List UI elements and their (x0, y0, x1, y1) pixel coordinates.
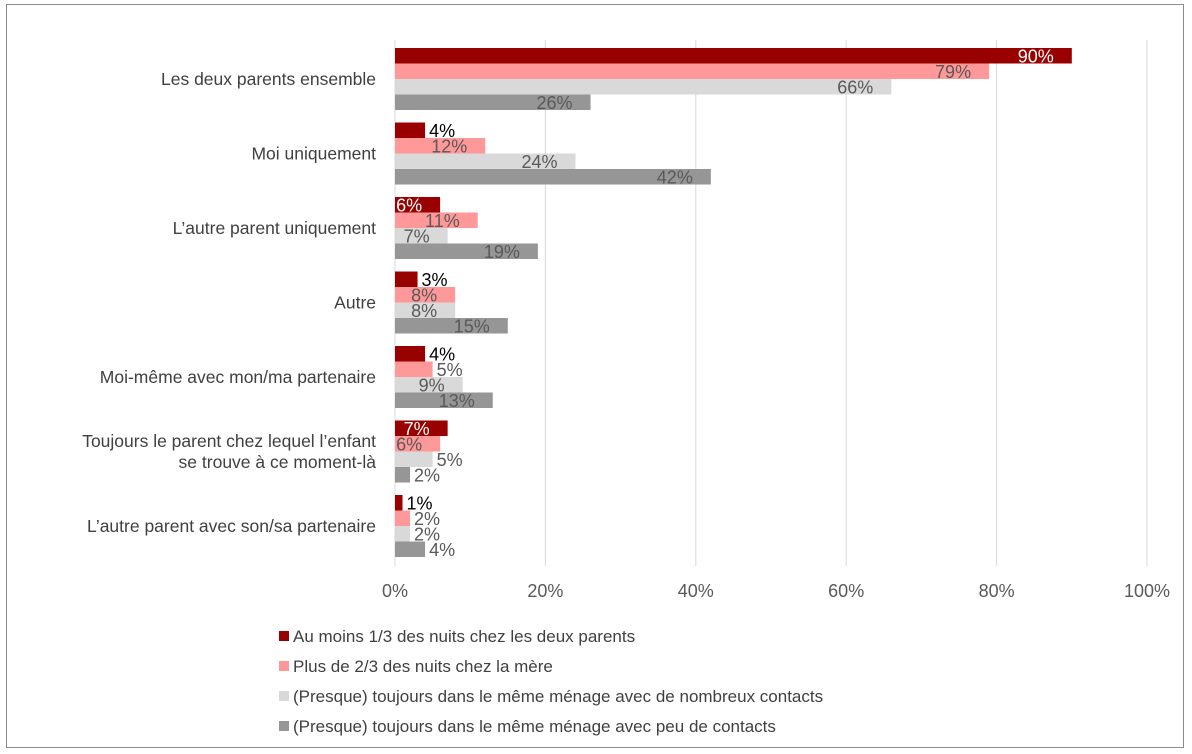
data-labels: 90%79%66%26%4%12%24%42%6%11%7%19%3%8%8%1… (396, 47, 1054, 561)
x-tick-label: 60% (828, 581, 864, 601)
legend-label: Au moins 1/3 des nuits chez les deux par… (293, 627, 635, 646)
bar (395, 63, 990, 79)
data-label: 2% (414, 509, 440, 529)
legend-swatch (279, 631, 289, 641)
bar (395, 48, 1072, 64)
data-label: 8% (411, 301, 437, 321)
data-label: 24% (521, 152, 557, 172)
x-tick-label: 100% (1124, 581, 1170, 601)
bar (395, 79, 892, 95)
data-label: 2% (414, 466, 440, 486)
data-label: 15% (454, 317, 490, 337)
data-label: 13% (439, 391, 475, 411)
bar (395, 197, 441, 213)
bar (395, 212, 478, 228)
bar (395, 436, 441, 452)
data-label: 5% (437, 360, 463, 380)
data-label: 6% (396, 435, 422, 455)
data-label: 7% (404, 227, 430, 247)
legend-swatch (279, 661, 289, 671)
bar (395, 122, 426, 138)
data-label: 8% (411, 286, 437, 306)
category-label: L’autre parent uniquement (173, 218, 376, 238)
x-tick-label: 80% (979, 581, 1015, 601)
bar (395, 467, 411, 483)
bar (395, 495, 403, 511)
bar (395, 169, 711, 185)
x-tick-label: 0% (382, 581, 408, 601)
bar (395, 243, 538, 259)
legend-label: (Presque) toujours dans le même ménage a… (293, 687, 823, 706)
data-label: 1% (407, 494, 433, 514)
legend: Au moins 1/3 des nuits chez les deux par… (279, 627, 823, 736)
category-label: Moi uniquement (251, 144, 376, 164)
legend-swatch (279, 691, 289, 701)
category-label: Les deux parents ensemble (161, 69, 376, 89)
data-label: 6% (396, 196, 422, 216)
bar (395, 153, 576, 169)
bar (395, 287, 456, 303)
bar (395, 228, 448, 244)
bar (395, 138, 486, 154)
bar (395, 420, 448, 436)
data-label: 19% (484, 242, 520, 262)
data-label: 90% (1018, 47, 1054, 67)
category-label: Moi-même avec mon/ma partenaire (100, 367, 376, 387)
data-label: 5% (437, 450, 463, 470)
data-label: 9% (419, 376, 445, 396)
bars (395, 48, 1072, 557)
x-tick-label: 20% (527, 581, 563, 601)
bar (395, 526, 411, 542)
bar (395, 346, 426, 362)
chart-frame (6, 4, 1184, 748)
data-label: 2% (414, 525, 440, 545)
bar (395, 451, 433, 467)
data-label: 4% (429, 540, 455, 560)
data-label: 3% (422, 270, 448, 290)
x-axis-tick-labels: 0% 20% 40% 60% 80% 100% (382, 581, 1170, 601)
bar (395, 541, 426, 557)
bar (395, 318, 508, 334)
bar (395, 377, 463, 393)
bar (395, 392, 493, 408)
data-label: 4% (429, 345, 455, 365)
legend-swatch (279, 721, 289, 731)
data-label: 7% (404, 419, 430, 439)
bar (395, 361, 433, 377)
bar (395, 271, 418, 287)
legend-label: Plus de 2/3 des nuits chez la mère (293, 657, 553, 676)
bar (395, 302, 456, 318)
category-label: Toujours le parent chez lequel l’enfant s… (82, 431, 376, 472)
bar (395, 94, 591, 110)
gridlines (394, 40, 1148, 566)
data-label: 66% (837, 78, 873, 98)
category-labels: Les deux parents ensemble Moi uniquement L… (82, 69, 376, 536)
data-label: 12% (431, 137, 467, 157)
data-label: 11% (425, 211, 460, 231)
category-label: L’autre parent avec son/sa partenaire (87, 516, 376, 536)
data-label: 42% (657, 168, 693, 188)
bar (395, 510, 411, 526)
data-label: 79% (935, 62, 971, 82)
category-label: Autre (334, 293, 376, 313)
legend-label: (Presque) toujours dans le même ménage a… (293, 717, 776, 736)
data-label: 4% (429, 121, 455, 141)
data-label: 26% (536, 93, 572, 113)
x-tick-label: 40% (678, 581, 714, 601)
